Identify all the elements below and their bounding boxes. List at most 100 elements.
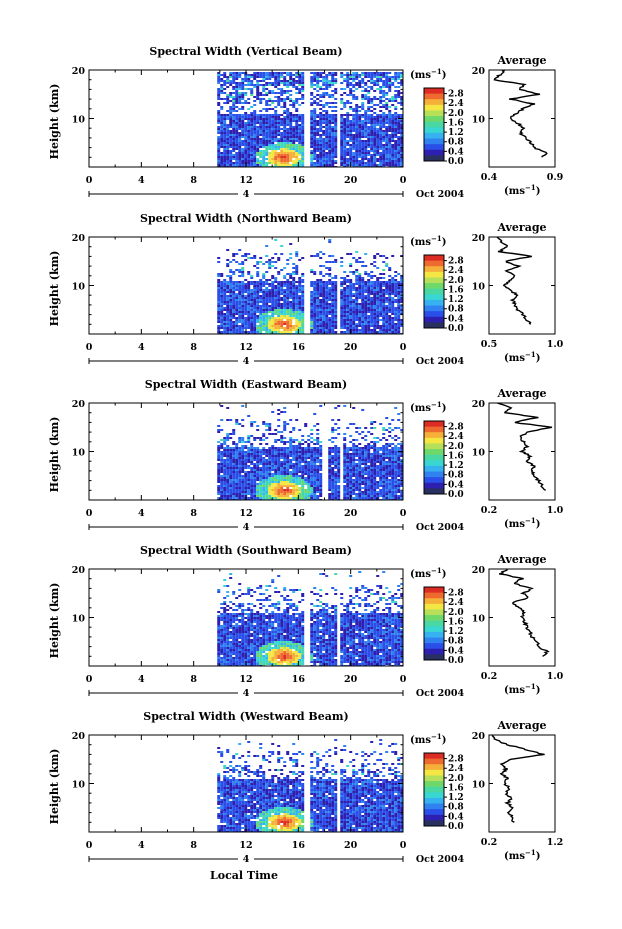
heatmap-cell xyxy=(259,84,263,86)
heatmap-cell xyxy=(217,307,221,309)
heatmap-cell xyxy=(238,84,242,86)
heatmap-cell xyxy=(316,331,320,333)
heatmap-cell xyxy=(346,144,350,146)
heatmap-cell xyxy=(304,459,308,461)
heatmap-cell xyxy=(268,98,272,100)
heatmap-cell xyxy=(388,319,392,321)
heatmap-cell xyxy=(400,281,403,283)
heatmap-cell xyxy=(379,122,383,124)
heatmap-cell xyxy=(361,409,365,411)
heatmap-cell xyxy=(283,84,287,86)
heatmap-cell xyxy=(319,144,323,146)
heatmap-cell xyxy=(247,439,251,441)
heatmap-cell xyxy=(256,138,260,140)
heatmap-cell xyxy=(319,441,323,443)
heatmap-cell xyxy=(241,283,245,285)
heatmap-cell xyxy=(256,307,260,309)
heatmap-cell xyxy=(235,453,239,455)
heatmap-cell xyxy=(217,301,221,303)
heatmap-cell xyxy=(238,331,242,333)
heatmap-cell xyxy=(322,82,326,84)
heatmap-cell xyxy=(316,301,320,303)
heatmap-cell xyxy=(382,122,386,124)
heatmap-cell xyxy=(292,148,296,150)
heatmap-cell xyxy=(391,136,395,138)
heatmap-cell xyxy=(328,116,332,118)
heatmap-cell xyxy=(217,140,221,142)
heatmap-cell xyxy=(229,110,233,112)
heatmap-cell xyxy=(382,303,386,305)
heatmap-cell xyxy=(349,122,353,124)
heatmap-cell xyxy=(244,126,248,128)
heatmap-cell xyxy=(376,104,380,106)
heatmap-cell xyxy=(334,317,338,319)
heatmap-cell xyxy=(274,96,278,98)
heatmap-cell xyxy=(271,92,275,94)
heatmap-cell xyxy=(232,162,236,164)
heatmap-cell xyxy=(235,82,239,84)
heatmap-cell xyxy=(343,78,347,80)
heatmap-cell xyxy=(349,84,353,86)
heatmap-cell xyxy=(298,445,302,447)
heatmap-cell xyxy=(277,285,281,287)
heatmap-cell xyxy=(247,271,251,273)
heatmap-cell xyxy=(361,447,365,449)
heatmap-cell xyxy=(295,327,299,329)
heatmap-cell xyxy=(388,463,392,465)
heatmap-cell xyxy=(364,455,368,457)
heatmap-cell xyxy=(217,112,221,114)
heatmap-cell xyxy=(283,78,287,80)
heatmap-cell xyxy=(244,144,248,146)
heatmap-cell xyxy=(217,160,221,162)
heatmap-cell xyxy=(313,132,317,134)
heatmap-cell xyxy=(322,120,326,122)
heatmap-cell xyxy=(271,285,275,287)
colorbar-tick-label: 2.8 xyxy=(448,90,464,100)
heatmap-cell xyxy=(364,130,368,132)
heatmap-cell xyxy=(292,164,296,166)
heatmap-cell xyxy=(295,315,299,317)
heatmap-cell xyxy=(271,140,275,142)
heatmap-cell xyxy=(385,417,389,419)
heatmap-cell xyxy=(385,140,389,142)
heatmap-cell xyxy=(256,98,260,100)
heatmap-cell xyxy=(295,108,299,110)
heatmap-cell xyxy=(319,136,323,138)
x-tick-label: 0 xyxy=(400,342,407,353)
heatmap-cell xyxy=(328,96,332,98)
heatmap-cell xyxy=(277,84,281,86)
heatmap-cell xyxy=(289,275,293,277)
heatmap-cell xyxy=(244,140,248,142)
heatmap-cell xyxy=(379,100,383,102)
heatmap-cell xyxy=(361,148,365,150)
heatmap-cell xyxy=(370,82,374,84)
heatmap-cell xyxy=(370,457,374,459)
heatmap-cell xyxy=(232,323,236,325)
heatmap-cell xyxy=(352,98,356,100)
heatmap-cell xyxy=(280,305,284,307)
heatmap-cell xyxy=(394,439,398,441)
heatmap-cell xyxy=(400,126,403,128)
heatmap-cell xyxy=(334,90,338,92)
heatmap-cell xyxy=(289,449,293,451)
heatmap-cell xyxy=(397,78,401,80)
heatmap-cell xyxy=(334,281,338,283)
heatmap-cell xyxy=(259,325,263,327)
heatmap-cell xyxy=(274,281,278,283)
heatmap-cell xyxy=(358,449,362,451)
heatmap-cell xyxy=(292,116,296,118)
heatmap-cell xyxy=(394,319,398,321)
heatmap-cell xyxy=(322,142,326,144)
heatmap-cell xyxy=(370,285,374,287)
heatmap-cell xyxy=(370,445,374,447)
heatmap-cell xyxy=(331,309,335,311)
heatmap-cell xyxy=(277,152,281,154)
heatmap-cell xyxy=(322,78,326,80)
heatmap-cell xyxy=(310,72,314,74)
heatmap-cell xyxy=(316,156,320,158)
heatmap-cell xyxy=(355,325,359,327)
heatmap-cell xyxy=(286,120,290,122)
heatmap-cell xyxy=(253,156,257,158)
heatmap-cell xyxy=(388,279,392,281)
heatmap-cell xyxy=(322,305,326,307)
